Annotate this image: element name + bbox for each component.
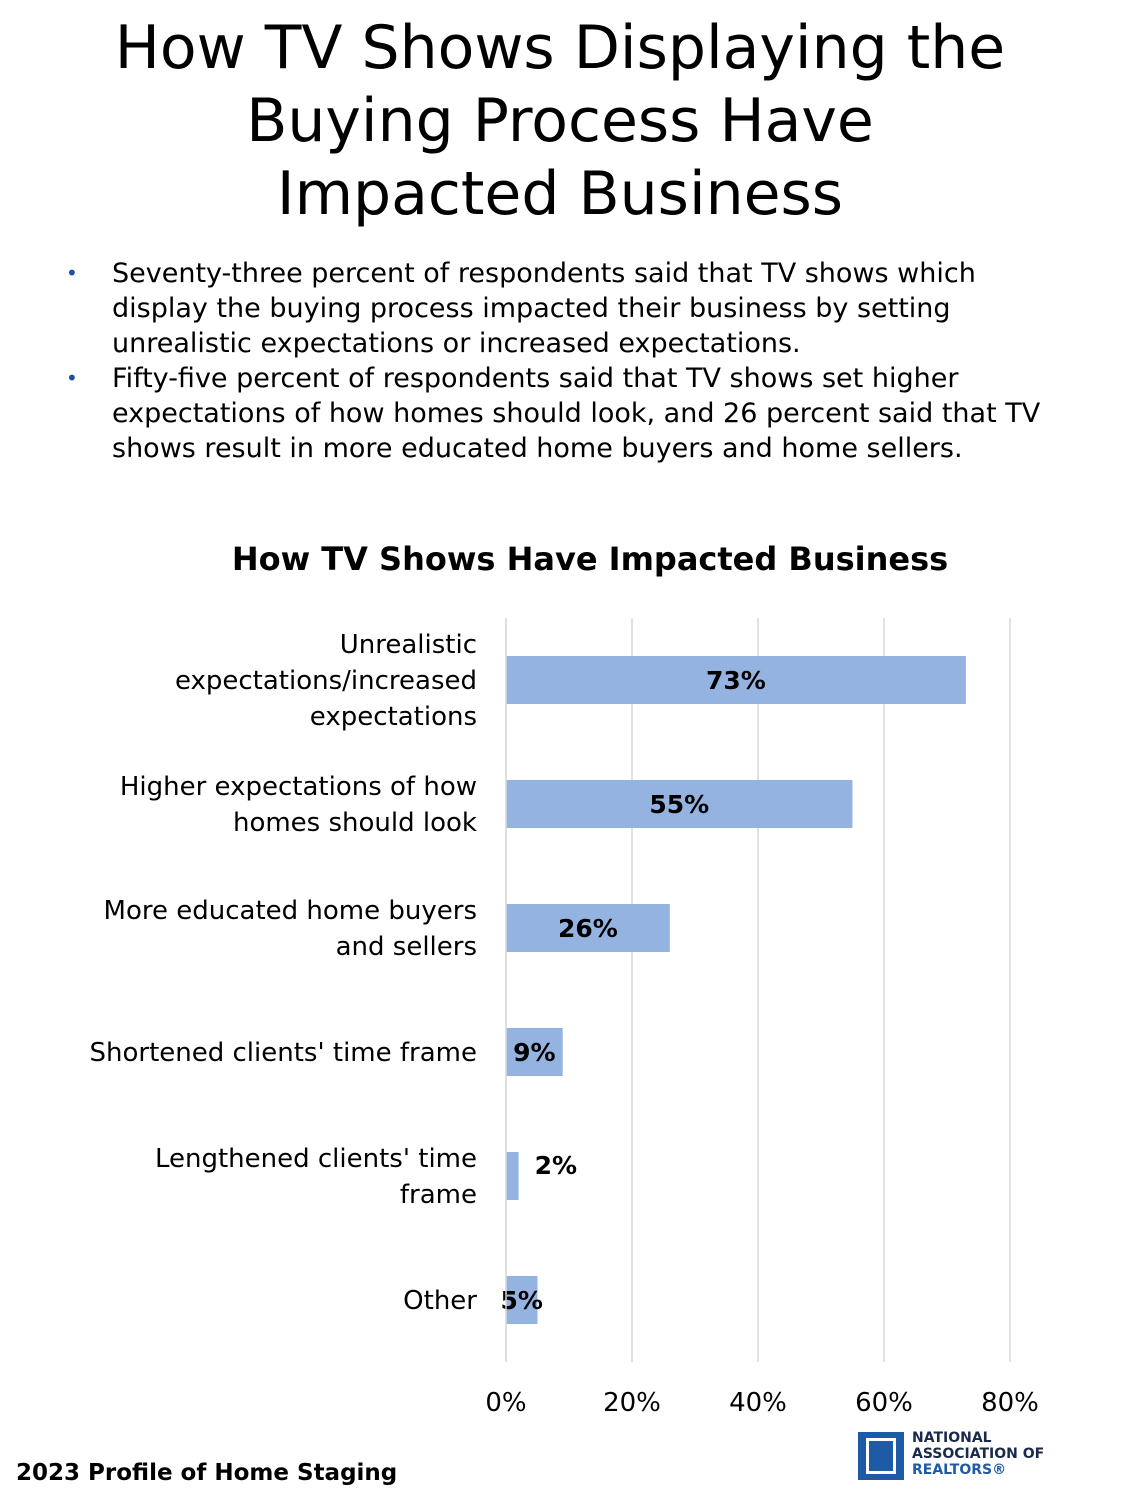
data-label: 9% xyxy=(513,1038,555,1067)
data-label: 5% xyxy=(501,1286,543,1315)
category-label: More educated home buyers xyxy=(104,896,477,926)
bar xyxy=(506,780,853,828)
category-label: frame xyxy=(400,1180,477,1210)
x-tick-label: 20% xyxy=(603,1388,661,1418)
category-label: Shortened clients' time frame xyxy=(90,1038,478,1068)
x-tick-label: 80% xyxy=(981,1388,1039,1418)
logo-line: ASSOCIATION OF xyxy=(912,1446,1045,1462)
data-label: 2% xyxy=(535,1151,577,1180)
bullet-text: Fifty-five percent of respondents said t… xyxy=(112,363,1041,464)
page-title-line: Buying Process Have xyxy=(246,86,874,156)
data-label: 55% xyxy=(649,790,709,819)
category-label: Lengthened clients' time xyxy=(155,1144,477,1174)
page-title-line: Impacted Business xyxy=(276,159,844,229)
nar-logo: NATIONAL ASSOCIATION OF REALTORS® xyxy=(858,1430,1078,1482)
category-label: Unrealistic xyxy=(340,630,477,660)
category-label: homes should look xyxy=(233,808,477,838)
category-label: expectations xyxy=(310,702,477,732)
page-title-line: How TV Shows Displaying the xyxy=(114,13,1006,83)
category-label: Other xyxy=(403,1286,477,1316)
x-tick-label: 40% xyxy=(729,1388,787,1418)
bar xyxy=(506,1028,563,1076)
logo-line: NATIONAL xyxy=(912,1430,992,1446)
bar xyxy=(506,656,966,704)
logo-text: NATIONAL ASSOCIATION OF REALTORS® xyxy=(912,1430,1044,1478)
bar xyxy=(506,1152,519,1200)
logo-line: REALTORS® xyxy=(912,1462,1007,1478)
page-title: How TV Shows Displaying the Buying Proce… xyxy=(40,12,1080,231)
bullet-icon: • xyxy=(66,366,78,390)
bullet-icon: • xyxy=(66,261,78,285)
bar xyxy=(506,904,670,952)
bar xyxy=(506,1276,538,1324)
x-tick-label: 60% xyxy=(855,1388,913,1418)
bar-chart: 0% 20% 40% 60% 80% Unrealistic expectations/in… xyxy=(90,618,1039,1418)
realtor-r-icon xyxy=(858,1432,904,1480)
data-label: 73% xyxy=(706,666,766,695)
bullet-item: • Fifty-five percent of respondents said… xyxy=(60,361,1070,466)
bullet-text: Seventy-three percent of respondents sai… xyxy=(112,258,976,359)
summary-bullets: • Seventy-three percent of respondents s… xyxy=(60,256,1070,466)
category-label: and sellers xyxy=(336,932,477,962)
data-label: 26% xyxy=(558,914,618,943)
bullet-item: • Seventy-three percent of respondents s… xyxy=(60,256,1070,361)
category-label: expectations/increased xyxy=(175,666,477,696)
x-tick-label: 0% xyxy=(485,1388,526,1418)
footer-source: 2023 Profile of Home Staging xyxy=(16,1460,398,1486)
chart-title: How TV Shows Have Impacted Business xyxy=(231,540,949,578)
category-label: Higher expectations of how xyxy=(120,772,477,802)
